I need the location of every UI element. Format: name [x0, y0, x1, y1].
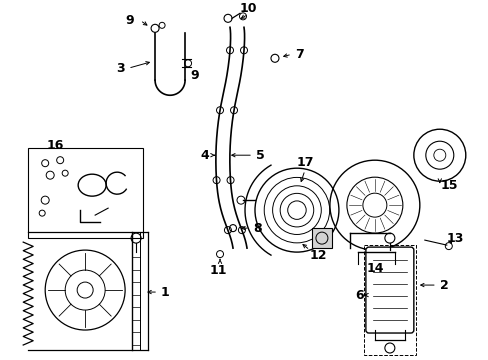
- Text: 7: 7: [295, 48, 304, 61]
- Text: 15: 15: [440, 179, 458, 192]
- Text: 10: 10: [239, 2, 256, 15]
- Text: 16: 16: [46, 139, 64, 152]
- Text: 11: 11: [209, 264, 226, 276]
- Text: 17: 17: [296, 156, 313, 169]
- Text: 9: 9: [190, 69, 199, 82]
- Text: 4: 4: [200, 149, 209, 162]
- Text: 3: 3: [116, 62, 124, 75]
- Text: 12: 12: [308, 249, 326, 262]
- Text: 2: 2: [440, 279, 448, 292]
- Bar: [311, 228, 331, 248]
- Text: 13: 13: [445, 231, 463, 244]
- Text: 5: 5: [255, 149, 264, 162]
- Text: 8: 8: [253, 222, 262, 235]
- Text: 6: 6: [355, 289, 364, 302]
- Text: 9: 9: [125, 14, 134, 27]
- FancyBboxPatch shape: [365, 247, 413, 333]
- Bar: [363, 245, 415, 355]
- Text: 1: 1: [161, 285, 169, 298]
- Text: 14: 14: [366, 262, 383, 275]
- Bar: [28, 148, 143, 238]
